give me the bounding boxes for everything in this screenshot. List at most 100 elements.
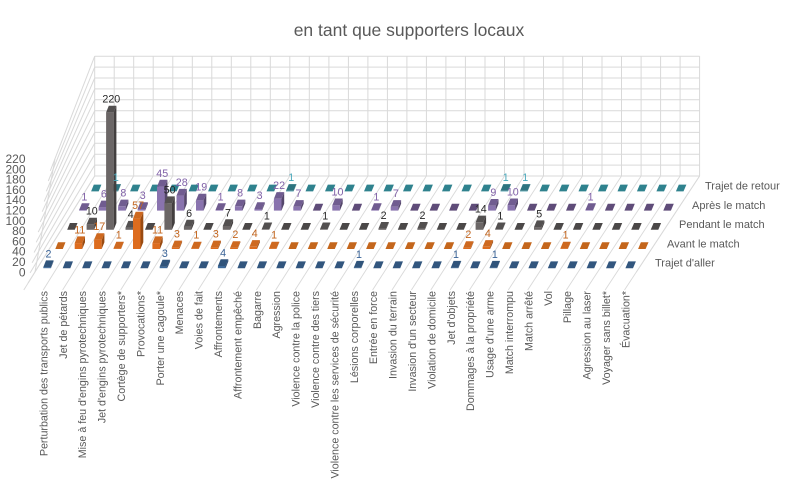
svg-text:Affrontement empêché: Affrontement empêché <box>232 291 244 399</box>
svg-text:1: 1 <box>453 249 459 261</box>
svg-text:220: 220 <box>5 152 25 166</box>
svg-text:7: 7 <box>393 188 399 200</box>
svg-text:19: 19 <box>195 182 207 194</box>
svg-text:Usage d'une arme: Usage d'une arme <box>485 291 497 378</box>
svg-text:Violation de domicile: Violation de domicile <box>426 291 438 389</box>
svg-text:1: 1 <box>81 191 87 203</box>
svg-text:1: 1 <box>522 172 528 184</box>
svg-text:Voies de fait: Voies de fait <box>194 291 206 349</box>
svg-text:11: 11 <box>74 224 85 236</box>
svg-text:1: 1 <box>193 230 199 242</box>
svg-text:180: 180 <box>5 173 25 187</box>
svg-text:2: 2 <box>381 210 387 222</box>
svg-text:10: 10 <box>86 206 98 218</box>
svg-text:Agression: Agression <box>271 291 283 339</box>
svg-text:1: 1 <box>116 230 122 242</box>
svg-text:2: 2 <box>420 210 426 222</box>
svg-text:en tant que supporters locaux: en tant que supporters locaux <box>294 20 525 40</box>
svg-text:Entrée en force: Entrée en force <box>368 291 380 364</box>
svg-text:Trajet d'aller: Trajet d'aller <box>655 258 715 270</box>
svg-text:Porter une cagoule*: Porter une cagoule* <box>155 291 167 385</box>
svg-text:200: 200 <box>5 162 25 176</box>
svg-text:Cortège de supporters*: Cortège de supporters* <box>116 291 128 402</box>
svg-text:9: 9 <box>490 187 496 199</box>
svg-text:100: 100 <box>5 214 25 228</box>
svg-text:Évacuation*: Évacuation* <box>619 291 632 348</box>
svg-text:Agression au laser: Agression au laser <box>582 291 594 380</box>
svg-text:2: 2 <box>46 248 52 260</box>
svg-text:1: 1 <box>373 191 379 203</box>
svg-text:120: 120 <box>5 204 25 218</box>
svg-text:1: 1 <box>503 172 509 184</box>
svg-text:28: 28 <box>176 177 188 189</box>
svg-text:Vol: Vol <box>543 291 555 306</box>
svg-text:Match interrompu: Match interrompu <box>504 291 516 374</box>
svg-text:3: 3 <box>140 190 146 202</box>
svg-text:4: 4 <box>485 228 491 240</box>
svg-text:8: 8 <box>120 188 126 200</box>
svg-text:4: 4 <box>128 209 134 221</box>
svg-text:Provocations*: Provocations* <box>135 291 147 357</box>
svg-text:45: 45 <box>156 168 168 180</box>
svg-text:1: 1 <box>218 191 224 203</box>
svg-text:3: 3 <box>162 248 168 260</box>
svg-text:10: 10 <box>507 187 519 199</box>
svg-text:1: 1 <box>492 249 498 261</box>
svg-text:1: 1 <box>322 211 328 223</box>
svg-text:11: 11 <box>152 224 163 236</box>
svg-text:2: 2 <box>232 229 238 241</box>
svg-text:1: 1 <box>271 230 277 242</box>
svg-text:7: 7 <box>296 188 302 200</box>
svg-text:Invasion du terrain: Invasion du terrain <box>388 291 400 379</box>
svg-text:5: 5 <box>536 208 542 220</box>
svg-text:Voyager sans billet*: Voyager sans billet* <box>601 291 613 385</box>
svg-text:1: 1 <box>288 172 294 184</box>
svg-text:1: 1 <box>356 249 362 261</box>
svg-text:Trajet de retour: Trajet de retour <box>705 181 780 193</box>
svg-text:3: 3 <box>257 190 263 202</box>
svg-text:Violence contre les services d: Violence contre les services de sécurité <box>329 291 341 479</box>
svg-text:Perturbation des transports pu: Perturbation des transports publics <box>38 291 50 456</box>
svg-text:10: 10 <box>332 187 344 199</box>
svg-text:Jet de pétards: Jet de pétards <box>58 291 70 359</box>
svg-text:1: 1 <box>563 230 569 242</box>
svg-text:Affrontements: Affrontements <box>213 291 225 357</box>
svg-text:4: 4 <box>252 228 258 240</box>
svg-text:Mise à feu d'engins pyrotechni: Mise à feu d'engins pyrotechniques <box>77 291 89 458</box>
svg-text:1: 1 <box>497 211 503 223</box>
svg-text:60: 60 <box>12 234 26 248</box>
svg-text:3: 3 <box>174 229 180 241</box>
svg-text:8: 8 <box>237 188 243 200</box>
svg-text:Dommages à la propriété: Dommages à la propriété <box>465 291 477 411</box>
svg-text:Lésions corporelles: Lésions corporelles <box>349 291 361 383</box>
svg-text:Match arrêté: Match arrêté <box>523 291 535 351</box>
svg-text:Violence contre des tiers: Violence contre des tiers <box>310 291 322 408</box>
svg-text:Jet d'objets: Jet d'objets <box>446 291 458 345</box>
svg-text:80: 80 <box>12 224 26 238</box>
svg-text:40: 40 <box>12 245 26 259</box>
svg-text:4: 4 <box>220 247 226 259</box>
svg-text:Menaces: Menaces <box>174 291 186 334</box>
svg-text:6: 6 <box>186 208 192 220</box>
svg-text:Avant le match: Avant le match <box>667 238 740 250</box>
svg-text:Pillage: Pillage <box>562 291 574 323</box>
svg-text:1: 1 <box>588 191 594 203</box>
svg-text:Bagarre: Bagarre <box>252 291 264 329</box>
svg-text:Jet d'engins pyrotechniques: Jet d'engins pyrotechniques <box>97 291 109 423</box>
svg-text:20: 20 <box>12 255 26 269</box>
svg-text:Invasion d'un secteur: Invasion d'un secteur <box>407 291 419 392</box>
svg-text:17: 17 <box>93 221 105 233</box>
svg-text:Après le match: Après le match <box>692 200 765 212</box>
svg-text:57: 57 <box>132 200 144 212</box>
svg-text:1: 1 <box>113 172 119 184</box>
svg-text:2: 2 <box>465 229 471 241</box>
svg-text:3: 3 <box>213 229 219 241</box>
svg-text:50: 50 <box>164 184 176 196</box>
svg-text:160: 160 <box>5 183 25 197</box>
svg-text:7: 7 <box>225 207 231 219</box>
svg-text:1: 1 <box>264 211 270 223</box>
svg-text:220: 220 <box>102 94 120 106</box>
svg-text:0: 0 <box>19 265 26 279</box>
svg-text:22: 22 <box>273 180 285 192</box>
svg-text:6: 6 <box>101 189 107 201</box>
